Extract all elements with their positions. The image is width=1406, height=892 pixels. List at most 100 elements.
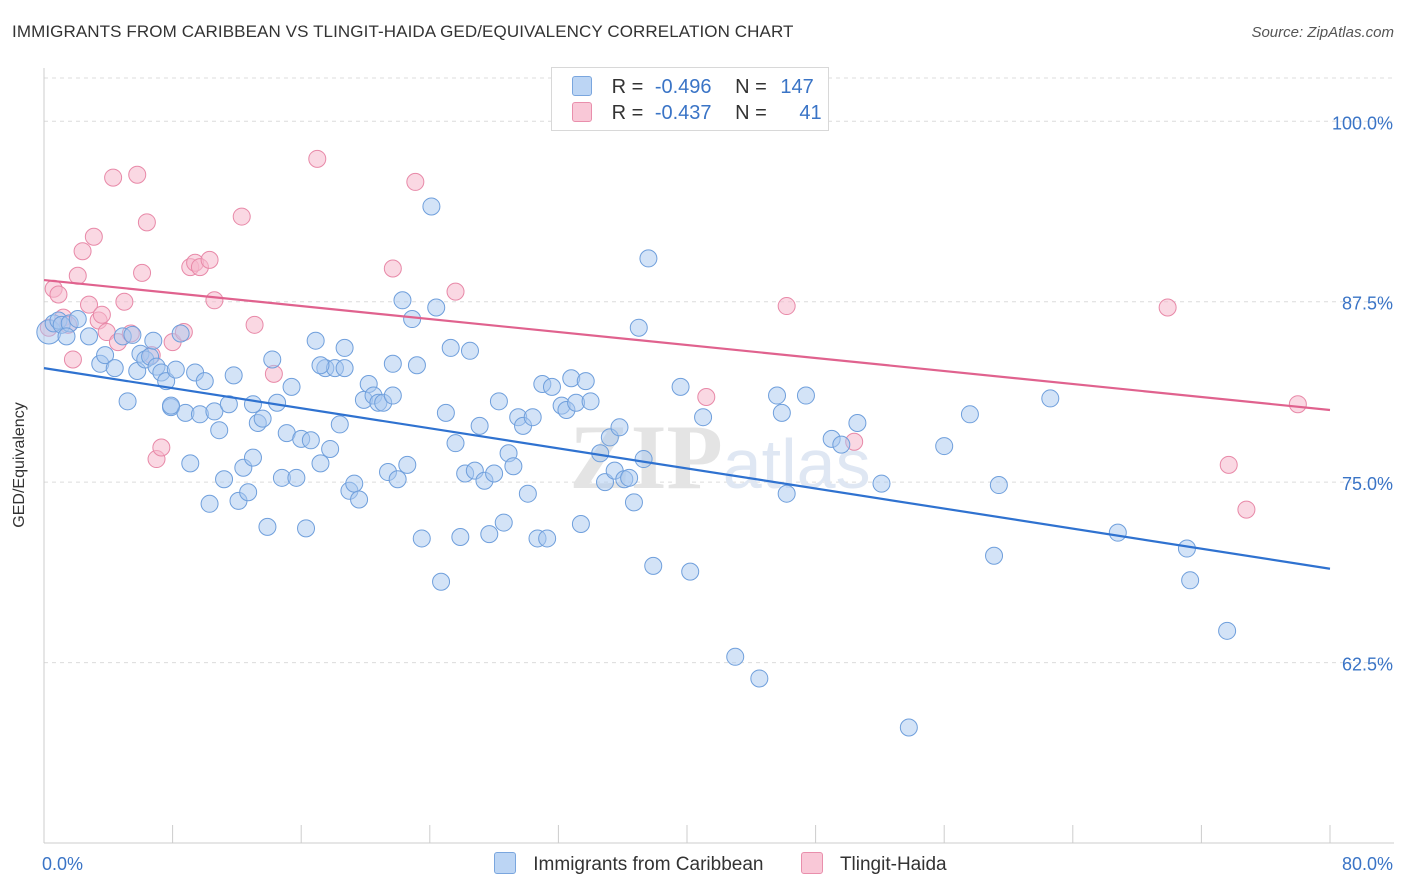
point-immigrants-from-caribbean: [422, 197, 441, 216]
point-tlingit-haida: [128, 165, 147, 184]
point-immigrants-from-caribbean: [542, 377, 561, 396]
point-immigrants-from-caribbean: [581, 392, 600, 411]
point-immigrants-from-caribbean: [1181, 571, 1200, 590]
legend-n-label: N =: [735, 102, 767, 124]
point-immigrants-from-caribbean: [427, 298, 446, 317]
point-immigrants-from-caribbean: [571, 515, 590, 534]
point-immigrants-from-caribbean: [872, 474, 891, 493]
point-immigrants-from-caribbean: [848, 413, 867, 432]
legend-swatch-pink: [572, 102, 592, 122]
bottom-legend-swatch-pink: [801, 852, 823, 874]
point-immigrants-from-caribbean: [335, 338, 354, 357]
point-tlingit-haida: [152, 438, 171, 457]
point-immigrants-from-caribbean: [80, 327, 99, 346]
point-immigrants-from-caribbean: [494, 513, 513, 532]
point-immigrants-from-caribbean: [200, 494, 219, 513]
point-immigrants-from-caribbean: [195, 372, 214, 391]
point-immigrants-from-caribbean: [985, 546, 1004, 565]
point-immigrants-from-caribbean: [287, 468, 306, 487]
point-immigrants-from-caribbean: [460, 341, 479, 360]
y-tick-label: 87.5%: [1342, 294, 1393, 314]
point-immigrants-from-caribbean: [350, 490, 369, 509]
point-immigrants-from-caribbean: [620, 468, 639, 487]
point-immigrants-from-caribbean: [330, 415, 349, 434]
point-immigrants-from-caribbean: [576, 372, 595, 391]
point-tlingit-haida: [68, 266, 87, 285]
axes: [43, 68, 1394, 844]
bottom-legend-label-blue: Immigrants from Caribbean: [533, 854, 764, 875]
point-immigrants-from-caribbean: [726, 647, 745, 666]
point-immigrants-from-caribbean: [263, 350, 282, 369]
point-tlingit-haida: [205, 291, 224, 310]
point-immigrants-from-caribbean: [118, 392, 137, 411]
point-immigrants-from-caribbean: [518, 484, 537, 503]
point-immigrants-from-caribbean: [335, 359, 354, 378]
point-immigrants-from-caribbean: [105, 359, 124, 378]
point-tlingit-haida: [49, 285, 68, 304]
point-immigrants-from-caribbean: [989, 476, 1008, 495]
point-immigrants-from-caribbean: [671, 377, 690, 396]
legend: R = -0.496 N = 147 R = -0.437 N = 41: [551, 67, 829, 131]
point-immigrants-from-caribbean: [166, 360, 185, 379]
point-immigrants-from-caribbean: [489, 392, 508, 411]
legend-r-label: R =: [611, 76, 644, 98]
point-immigrants-from-caribbean: [311, 454, 330, 473]
y-tick-label: 75.0%: [1342, 474, 1393, 494]
legend-n-value: 41: [799, 102, 822, 124]
point-immigrants-from-caribbean: [960, 405, 979, 424]
point-immigrants-from-caribbean: [311, 356, 330, 375]
point-immigrants-from-caribbean: [383, 354, 402, 373]
point-immigrants-from-caribbean: [694, 408, 713, 427]
trend-line-immigrants-from-caribbean: [43, 367, 1331, 570]
point-immigrants-from-caribbean: [403, 310, 422, 329]
point-tlingit-haida: [80, 295, 99, 314]
point-immigrants-from-caribbean: [306, 331, 325, 350]
point-immigrants-from-caribbean: [470, 416, 489, 435]
point-tlingit-haida: [1158, 298, 1177, 317]
point-immigrants-from-caribbean: [243, 448, 262, 467]
point-immigrants-from-caribbean: [393, 291, 412, 310]
point-immigrants-from-caribbean: [407, 356, 426, 375]
y-axis-label: GED/Equivalency: [11, 402, 28, 528]
legend-swatch-blue: [572, 76, 592, 96]
point-immigrants-from-caribbean: [523, 408, 542, 427]
point-immigrants-from-caribbean: [345, 474, 364, 493]
point-tlingit-haida: [73, 242, 92, 261]
point-immigrants-from-caribbean: [57, 327, 76, 346]
point-immigrants-from-caribbean: [1108, 523, 1127, 542]
point-immigrants-from-caribbean: [321, 439, 340, 458]
point-tlingit-haida: [104, 168, 123, 187]
y-tick-label: 100.0%: [1332, 113, 1393, 133]
point-immigrants-from-caribbean: [282, 377, 301, 396]
point-immigrants-from-caribbean: [224, 366, 243, 385]
point-immigrants-from-caribbean: [899, 718, 918, 737]
point-immigrants-from-caribbean: [610, 418, 629, 437]
point-immigrants-from-caribbean: [123, 325, 142, 344]
legend-row-blue: R = -0.496 N = 147: [572, 76, 814, 102]
legend-r-label: R =: [611, 102, 644, 124]
point-immigrants-from-caribbean: [796, 386, 815, 405]
legend-row-pink: R = -0.437 N = 41: [572, 102, 822, 128]
point-immigrants-from-caribbean: [210, 421, 229, 440]
point-immigrants-from-caribbean: [243, 395, 262, 414]
point-immigrants-from-caribbean: [219, 395, 238, 414]
point-immigrants-from-caribbean: [297, 519, 316, 538]
y-tick-label: 62.5%: [1342, 655, 1393, 675]
point-immigrants-from-caribbean: [624, 493, 643, 512]
point-tlingit-haida: [200, 250, 219, 269]
point-immigrants-from-caribbean: [253, 409, 272, 428]
bottom-legend-swatch-blue: [494, 852, 516, 874]
point-immigrants-from-caribbean: [161, 396, 180, 415]
point-immigrants-from-caribbean: [644, 556, 663, 575]
point-immigrants-from-caribbean: [629, 318, 648, 337]
point-tlingit-haida: [63, 350, 82, 369]
point-immigrants-from-caribbean: [205, 402, 224, 421]
bottom-legend-blue: Immigrants from Caribbean: [494, 852, 763, 876]
point-tlingit-haida: [84, 227, 103, 246]
point-tlingit-haida: [133, 263, 152, 282]
bottom-legend-pink: Tlingit-Haida: [801, 852, 947, 876]
point-tlingit-haida: [383, 259, 402, 278]
point-tlingit-haida: [1219, 455, 1238, 474]
bottom-legend-label-pink: Tlingit-Haida: [839, 854, 947, 875]
legend-n-value: 147: [780, 76, 814, 98]
